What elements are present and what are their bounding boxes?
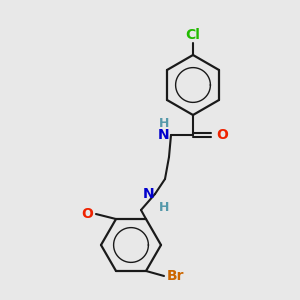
- Text: H: H: [159, 201, 169, 214]
- Text: O: O: [81, 207, 93, 221]
- Text: N: N: [142, 187, 154, 201]
- Text: N: N: [158, 128, 169, 142]
- Text: Br: Br: [167, 269, 184, 283]
- Text: H: H: [159, 117, 169, 130]
- Text: O: O: [216, 128, 228, 142]
- Text: Cl: Cl: [186, 28, 200, 42]
